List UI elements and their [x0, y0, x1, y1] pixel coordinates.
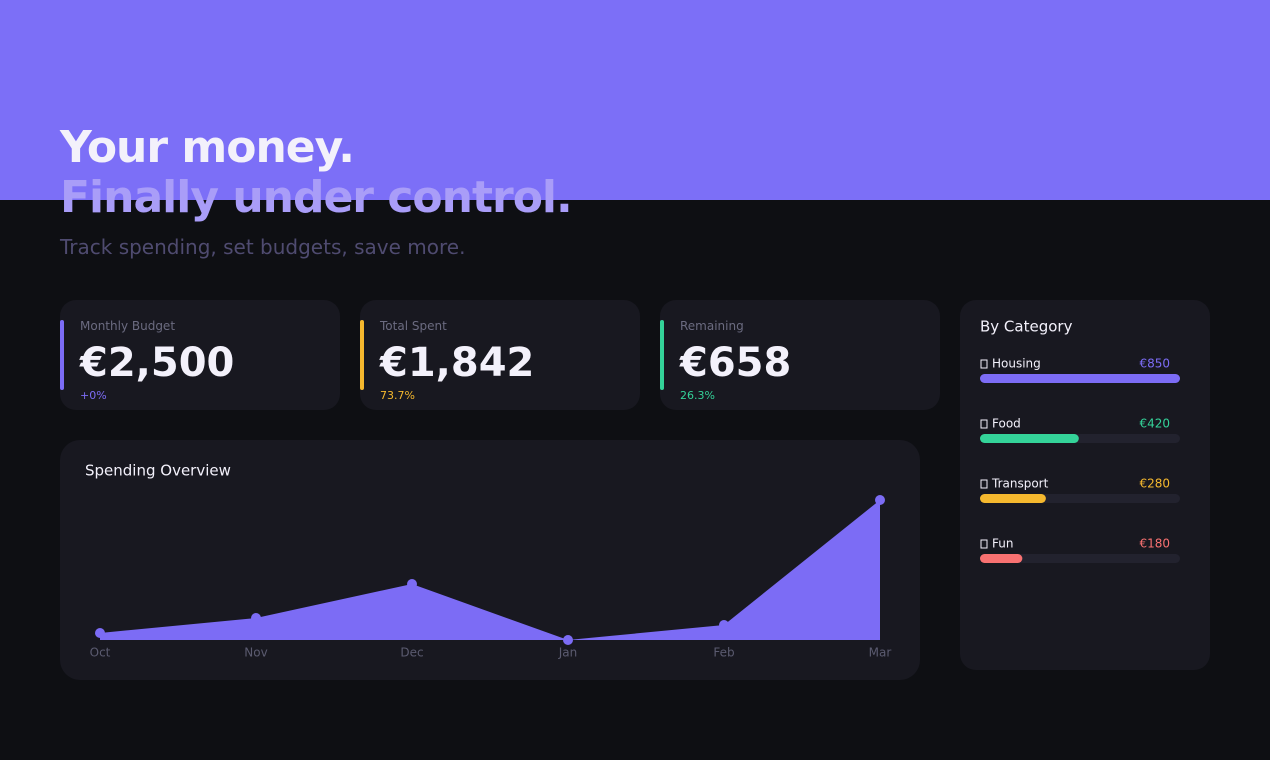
point	[875, 495, 885, 505]
point	[407, 579, 417, 589]
stat-card: Total Spent €1,842 73.7%	[360, 300, 640, 410]
category-label: Transport	[991, 477, 1049, 491]
category-icon	[980, 479, 988, 489]
point	[95, 628, 105, 638]
stat-change: 26.3%	[680, 389, 715, 402]
stat-value: €1,842	[380, 340, 535, 386]
x-tick-label: Jan	[558, 646, 578, 660]
stat-accent	[660, 320, 664, 390]
area	[100, 500, 880, 640]
stat-label: Monthly Budget	[80, 319, 176, 333]
category-icon	[980, 359, 988, 369]
x-tick-label: Nov	[244, 646, 267, 660]
stat-accent	[360, 320, 364, 390]
overview-title: Spending Overview	[85, 462, 231, 480]
hero-subtitle: Track spending, set budgets, save more.	[60, 235, 466, 259]
x-tick-label: Dec	[400, 646, 423, 660]
category-label: Fun	[992, 537, 1013, 551]
stat-change: +0%	[80, 389, 107, 402]
bar-track	[980, 554, 1180, 563]
x-tick-label: Mar	[869, 646, 892, 660]
point	[719, 620, 729, 630]
bar	[980, 374, 1180, 383]
category-label: Food	[992, 417, 1021, 431]
bar	[980, 554, 1023, 563]
x-tick-label: Oct	[90, 646, 111, 660]
category-value: €180	[1139, 537, 1170, 551]
stat-value: €658	[680, 340, 792, 386]
header-band	[0, 0, 1270, 200]
category-value: €280	[1139, 477, 1170, 491]
category-icon	[980, 539, 988, 549]
stat-label: Total Spent	[380, 319, 447, 333]
bar	[980, 494, 1046, 503]
hero-title-accent: Finally under control.	[60, 172, 573, 223]
category-card	[960, 300, 1210, 670]
category-value: €420	[1139, 417, 1170, 431]
x-tick-label: Feb	[713, 646, 734, 660]
category-title: By Category	[980, 318, 1073, 336]
category-value: €850	[1139, 357, 1170, 371]
stat-accent	[60, 320, 64, 390]
point	[563, 635, 573, 645]
stat-card: Remaining €658 26.3%	[660, 300, 940, 410]
bar	[980, 434, 1079, 443]
point	[251, 613, 261, 623]
category-icon	[980, 419, 988, 429]
stat-change: 73.7%	[380, 389, 415, 402]
stat-label: Remaining	[680, 319, 744, 333]
hero-title: Your money.	[60, 122, 355, 173]
stat-card: Monthly Budget €2,500 +0%	[60, 300, 340, 410]
category-label: Housing	[992, 357, 1041, 371]
stat-value: €2,500	[80, 340, 235, 386]
